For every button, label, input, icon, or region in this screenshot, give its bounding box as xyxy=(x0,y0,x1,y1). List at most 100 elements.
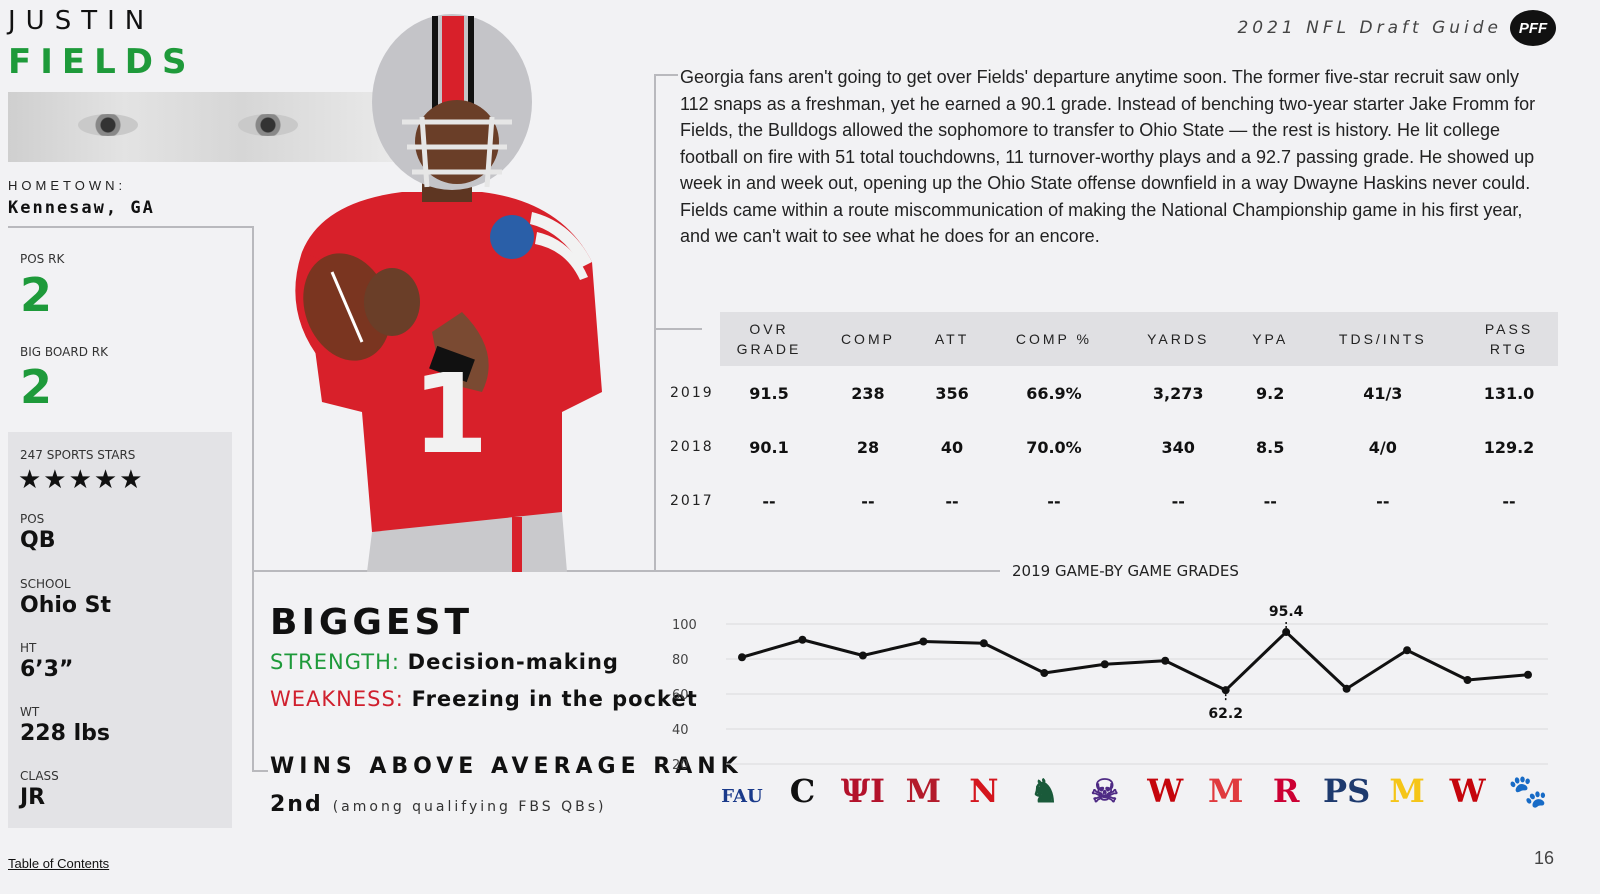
team-logo-icon: M xyxy=(1208,772,1243,810)
table-cell: 66.9% xyxy=(1026,383,1082,403)
pos-rk-value: 2 xyxy=(20,268,53,322)
data-point xyxy=(1463,676,1472,684)
table-cell: -- xyxy=(1047,491,1061,511)
weakness-value: Freezing in the pocket xyxy=(411,687,698,711)
class-value: JR xyxy=(20,785,46,810)
row-year: 2018 xyxy=(670,439,714,455)
pos-rk-label: POS RK xyxy=(20,252,65,266)
y-tick-label: 80 xyxy=(672,653,689,668)
wt-label: WT xyxy=(20,705,40,719)
data-point xyxy=(1524,670,1532,679)
strength-label: STRENGTH: xyxy=(270,650,400,674)
team-logo-icon: FAU xyxy=(721,786,763,807)
team-logo-icon: R xyxy=(1273,772,1300,810)
table-cell: -- xyxy=(945,491,959,511)
data-point xyxy=(798,635,807,644)
team-logo-icon: M xyxy=(1389,772,1424,810)
series-line xyxy=(741,630,1529,692)
stats-header-row: OVR GRADE COMP ATT COMP % YARDS YPA TDS/… xyxy=(668,312,1558,366)
strength-value: Decision-making xyxy=(407,650,619,674)
table-cell: 4/0 xyxy=(1368,437,1397,457)
table-cell: -- xyxy=(1171,491,1185,511)
table-cell: 340 xyxy=(1161,437,1195,457)
team-logo-icon: W xyxy=(1449,772,1487,810)
last-name: FIELDS xyxy=(8,42,196,82)
waa-rank: 2nd xyxy=(270,792,323,817)
table-cell: 129.2 xyxy=(1483,437,1535,457)
table-cell: 131.0 xyxy=(1483,383,1535,403)
data-point xyxy=(1221,686,1230,695)
chart-title: 2019 GAME-BY GAME GRADES xyxy=(1012,562,1239,580)
team-logo-icon: W xyxy=(1146,772,1184,810)
hometown-value: Kennesaw, GA xyxy=(8,198,155,218)
team-logo-icon: ♞ xyxy=(1030,772,1059,810)
waa-note: (among qualifying FBS QBs) xyxy=(332,799,607,815)
table-cell: 40 xyxy=(940,437,964,457)
data-point xyxy=(1040,669,1049,677)
table-cell: 91.5 xyxy=(749,383,789,403)
weakness-line: WEAKNESS: Freezing in the pocket xyxy=(270,687,698,711)
big-board-value: 2 xyxy=(20,360,53,414)
team-logo-icon: M xyxy=(906,772,941,810)
table-cell: -- xyxy=(1376,491,1390,511)
data-label: 62.2 xyxy=(1208,706,1243,722)
pos-label: POS xyxy=(20,512,45,526)
table-cell: 90.1 xyxy=(749,437,789,457)
bio-panel xyxy=(8,432,232,828)
ht-label: HT xyxy=(20,641,37,655)
table-cell: 3,273 xyxy=(1152,383,1204,403)
jersey-number: 1 xyxy=(412,350,489,478)
y-tick-label: 60 xyxy=(672,688,689,703)
school-label: SCHOOL xyxy=(20,577,71,591)
y-tick-label: 100 xyxy=(672,618,697,633)
eyes-photo xyxy=(8,92,398,162)
pos-value: QB xyxy=(20,528,56,553)
table-cell: 28 xyxy=(856,437,880,457)
data-point xyxy=(858,651,867,660)
waa-rank-line: 2nd (among qualifying FBS QBs) xyxy=(270,792,607,817)
strength-line: STRENGTH: Decision-making xyxy=(270,650,619,674)
table-cell: -- xyxy=(762,491,776,511)
row-year: 2017 xyxy=(670,493,714,509)
table-cell: 8.5 xyxy=(1256,437,1285,457)
col-ypa: YPA xyxy=(1234,312,1306,366)
table-of-contents-link[interactable]: Table of Contents xyxy=(8,856,110,871)
data-point xyxy=(1161,656,1170,665)
pff-logo: PFF xyxy=(1510,10,1556,46)
table-row: 2018 90.1 28 40 70.0% 340 8.5 4/0 129.2 xyxy=(668,420,1558,474)
col-tds-ints: TDS/INTS xyxy=(1305,312,1460,366)
wt-value: 228 lbs xyxy=(20,721,110,746)
school-value: Ohio St xyxy=(20,593,112,618)
row-year: 2019 xyxy=(670,385,714,401)
col-att: ATT xyxy=(917,312,987,366)
hometown-label: HOMETOWN: xyxy=(8,178,127,193)
page-number: 16 xyxy=(1534,848,1555,868)
biggest-title: BIGGEST xyxy=(270,602,474,643)
team-logo-icon: PS xyxy=(1323,772,1370,810)
class-label: CLASS xyxy=(20,769,59,783)
table-cell: 70.0% xyxy=(1026,437,1082,457)
table-cell: 9.2 xyxy=(1256,383,1285,403)
waa-label: WINS ABOVE AVERAGE RANK xyxy=(270,754,743,779)
team-logo-icon: C xyxy=(790,772,815,810)
col-comp: COMP xyxy=(818,312,918,366)
guide-title: 2021 NFL Draft Guide xyxy=(1237,18,1502,38)
data-point xyxy=(1342,684,1351,693)
big-board-label: BIG BOARD RK xyxy=(20,345,108,359)
table-cell: -- xyxy=(861,491,875,511)
data-point xyxy=(979,639,988,648)
table-row: 2017 -- -- -- -- -- -- -- -- xyxy=(668,474,1558,528)
table-row: 2019 91.5 238 356 66.9% 3,273 9.2 41/3 1… xyxy=(668,366,1558,420)
player-photo: 1 xyxy=(295,14,602,572)
data-point xyxy=(738,653,746,662)
star-rating: ★★★★★ xyxy=(18,464,145,494)
table-cell: -- xyxy=(1502,491,1516,511)
team-logo-icon: ΨI xyxy=(841,772,885,810)
team-logo-icon: ☠ xyxy=(1090,772,1119,810)
stats-table: OVR GRADE COMP ATT COMP % YARDS YPA TDS/… xyxy=(668,312,1558,528)
table-cell: -- xyxy=(1263,491,1277,511)
table-cell: 41/3 xyxy=(1363,383,1403,403)
table-cell: 356 xyxy=(935,383,969,403)
data-point xyxy=(1100,660,1109,669)
stars-label: 247 SPORTS STARS xyxy=(20,448,136,462)
